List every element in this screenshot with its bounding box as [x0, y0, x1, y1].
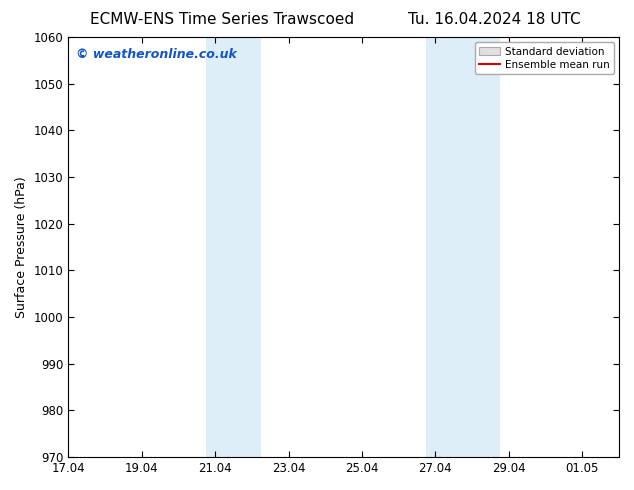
Bar [426, 37, 500, 457]
Legend: Standard deviation, Ensemble mean run: Standard deviation, Ensemble mean run [475, 42, 614, 74]
Y-axis label: Surface Pressure (hPa): Surface Pressure (hPa) [15, 176, 28, 318]
Text: Tu. 16.04.2024 18 UTC: Tu. 16.04.2024 18 UTC [408, 12, 581, 27]
Bar [206, 37, 261, 457]
Text: ECMW-ENS Time Series Trawscoed: ECMW-ENS Time Series Trawscoed [90, 12, 354, 27]
Text: © weatheronline.co.uk: © weatheronline.co.uk [77, 48, 237, 61]
